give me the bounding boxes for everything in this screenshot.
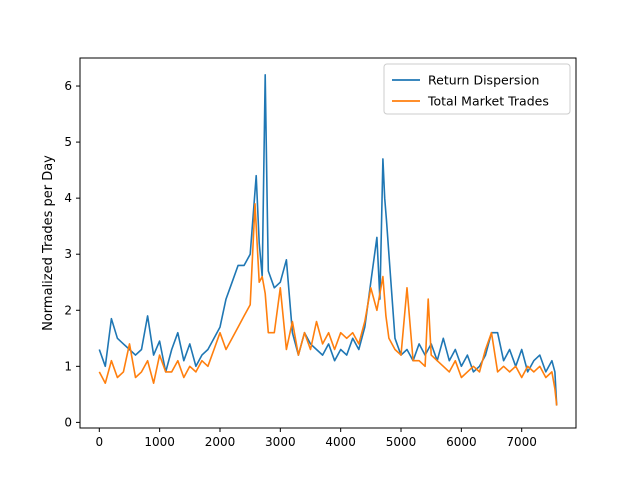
legend-box [383,63,571,115]
legend-label-1: Total Market Trades [427,94,549,109]
y-tick-label: 5 [64,135,72,149]
x-axis: 0 1000 2000 3000 4000 5000 6000 7000 [95,428,537,449]
legend-label-0: Return Dispersion [428,73,539,88]
x-tick-label: 1000 [144,435,175,449]
y-tick-label: 0 [64,415,72,429]
x-tick-label: 2000 [205,435,236,449]
y-tick-label: 4 [64,191,72,205]
x-tick-label: 5000 [386,435,417,449]
x-tick-label: 4000 [325,435,356,449]
y-tick-label: 2 [64,303,72,317]
legend: Return Dispersion Total Market Trades [383,63,571,115]
y-tick-label: 6 [64,79,72,93]
series-line-1 [98,203,558,406]
y-axis: 0 1 2 3 4 5 6 [64,79,80,429]
plot-frame [79,57,577,429]
series-layer [98,74,558,406]
y-tick-label: 1 [64,359,72,373]
series-line-0 [98,74,558,406]
x-tick-label: 3000 [265,435,296,449]
x-tick-label: 7000 [506,435,537,449]
y-axis-label: Normalized Trades per Day [41,155,56,331]
x-tick-label: 6000 [446,435,477,449]
x-tick-label: 0 [95,435,103,449]
y-tick-label: 3 [64,247,72,261]
